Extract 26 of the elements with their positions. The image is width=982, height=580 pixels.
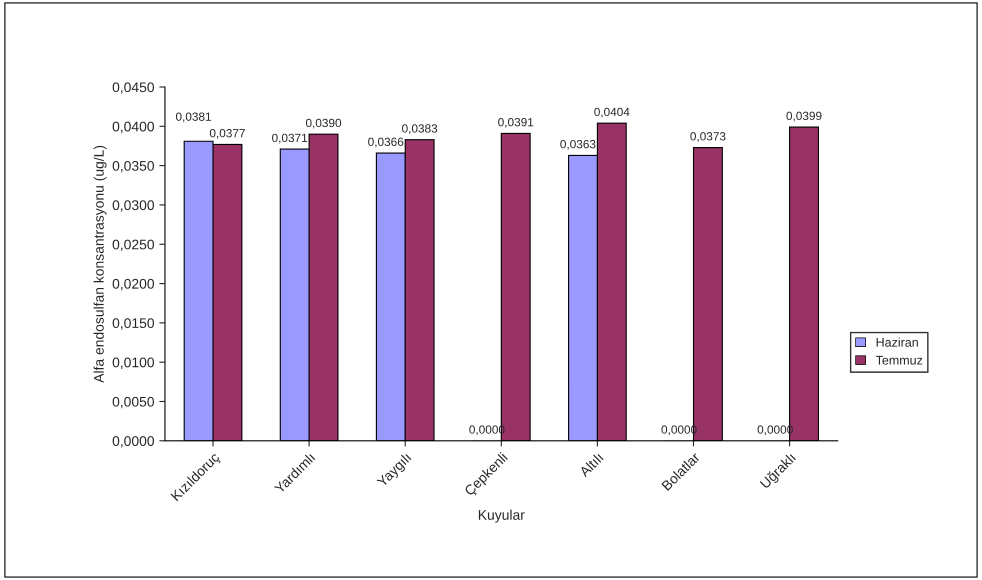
- data-label: 0,0391: [498, 118, 534, 128]
- data-label: 0,0381: [176, 112, 212, 122]
- y-tick-label: 0,0350: [112, 160, 154, 172]
- legend-label: Haziran: [876, 338, 918, 347]
- y-tick-label: 0,0450: [112, 82, 154, 94]
- data-label: 0,0371: [272, 134, 308, 144]
- y-tick-label: 0,0400: [112, 122, 154, 134]
- data-label: 0,0366: [368, 138, 404, 148]
- y-tick-label: 0,0200: [112, 278, 154, 290]
- y-tick-label: 0,0150: [112, 318, 154, 330]
- data-label: 0,0390: [306, 118, 342, 129]
- data-label: 0,0383: [402, 124, 438, 134]
- x-axis-title: Kuyular: [478, 510, 525, 523]
- y-axis-title: Alfa endosulfan konsantrasyonu (ug/L): [94, 146, 107, 383]
- data-label: 0,0363: [560, 140, 596, 150]
- legend-label: Temmuz: [876, 356, 922, 365]
- y-tick-label: 0,0300: [112, 200, 154, 212]
- data-label: 0,0377: [210, 128, 245, 139]
- y-tick-label: 0,0000: [112, 436, 154, 448]
- data-label: 0,0399: [786, 112, 822, 122]
- data-label: 0,0404: [594, 108, 630, 118]
- y-tick-label: 0,0100: [112, 358, 154, 369]
- y-tick-label: 0,0250: [112, 240, 154, 252]
- y-tick-label: 0,0050: [112, 396, 154, 408]
- data-label: 0,0373: [690, 132, 726, 142]
- x-tick-label: Altılı: [578, 452, 604, 478]
